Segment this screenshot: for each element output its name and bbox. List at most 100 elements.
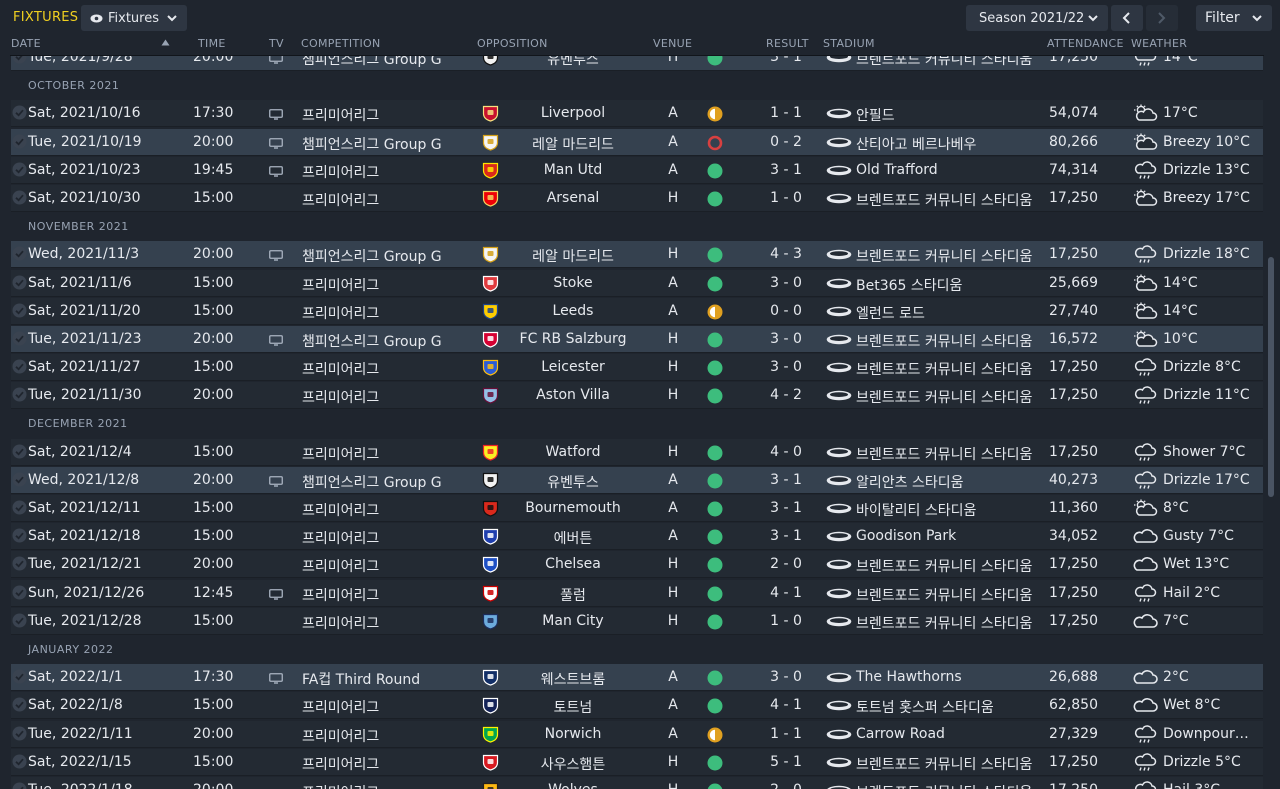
fixture-stadium[interactable]: 브렌트포드 커뮤니티 스타디움 [856,390,1033,407]
fixture-competition[interactable]: 프리미어리그 [302,756,380,773]
fixture-competition[interactable]: 챔피언스리그 Group G [302,56,442,68]
fixture-opposition[interactable]: Liverpool [540,105,606,122]
column-header-opposition[interactable]: OPPOSITION [477,37,548,50]
next-season-button[interactable] [1146,5,1178,31]
fixture-opposition[interactable]: 토트넘 [553,700,593,717]
fixture-competition[interactable]: 프리미어리그 [302,615,380,632]
fixture-stadium[interactable]: 안필드 [856,108,895,125]
fixture-result[interactable]: 2 - 0 [760,782,812,789]
fixture-opposition[interactable]: 풀럼 [560,587,586,604]
fixture-competition[interactable]: FA컵 Third Round [302,672,421,689]
fixture-stadium[interactable]: 바이탈리티 스타디움 [856,503,977,519]
fixture-opposition[interactable]: Stoke [553,274,593,291]
fixture-competition[interactable]: 챔피언스리그 Group G [302,474,442,491]
fixture-opposition[interactable]: 웨스트브롬 [540,672,606,689]
fixture-stadium[interactable]: 브렌트포드 커뮤니티 스타디움 [856,362,1033,379]
table-row[interactable]: Sat, 2021/10/16 17:30 프리미어리그 Liverpool A 1 - … [0,99,1266,128]
column-header-weather[interactable]: WEATHER [1131,37,1188,50]
fixture-competition[interactable]: 프리미어리그 [302,728,380,745]
fixture-competition[interactable]: 챔피언스리그 Group G [302,136,442,153]
fixture-stadium[interactable]: 브렌트포드 커뮤니티 스타디움 [856,756,1033,773]
table-row[interactable]: Sat, 2022/1/8 15:00 프리미어리그 토트넘 A 4 - 1 토트넘 홋스퍼… [0,691,1266,720]
fixture-result[interactable]: 3 - 0 [770,669,802,686]
scrollbar-thumb[interactable] [1268,257,1274,497]
fixture-stadium[interactable]: 토트넘 홋스퍼 스타디움 [856,700,994,717]
fixture-stadium[interactable]: Carrow Road [856,725,945,742]
fixture-result[interactable]: 0 - 2 [770,133,802,150]
fixture-competition[interactable]: 프리미어리그 [302,192,380,209]
fixture-result[interactable]: 1 - 1 [770,725,802,742]
fixture-stadium[interactable]: Goodison Park [856,528,957,545]
fixture-opposition[interactable]: Arsenal [546,189,600,206]
fixture-competition[interactable]: 챔피언스리그 Group G [302,249,442,266]
fixture-result[interactable]: 3 - 1 [770,500,802,516]
column-header-time[interactable]: TIME [198,37,226,50]
fixture-result[interactable]: 1 - 0 [770,612,802,629]
table-row[interactable]: Sat, 2021/10/23 19:45 프리미어리그 Man Utd A 3 - 1 O… [0,156,1266,184]
fixture-opposition[interactable]: 유벤투스 [547,56,599,68]
column-header-date[interactable]: DATE [11,37,41,50]
table-row[interactable]: Sat, 2021/11/20 15:00 프리미어리그 Leeds A 0 - 0 엘런드… [0,297,1266,325]
table-row[interactable]: Tue, 2022/1/18 20:00 프리미어리그 Wolves H 2 - 0 브렌트… [0,776,1266,789]
fixture-competition[interactable]: 프리미어리그 [302,503,380,519]
view-dropdown[interactable]: Fixtures [81,5,187,31]
fixture-opposition[interactable]: FC RB Salzburg [519,330,627,347]
column-header-result[interactable]: RESULT [766,37,809,50]
fixture-stadium[interactable]: 브렌트포드 커뮤니티 스타디움 [856,56,1033,68]
fixture-opposition[interactable]: Aston Villa [536,387,610,404]
fixture-stadium[interactable]: 브렌트포드 커뮤니티 스타디움 [856,192,1033,209]
table-row[interactable]: Sat, 2022/1/15 15:00 프리미어리그 사우스햄튼 H 5 - 1 브렌트포… [0,748,1266,776]
table-row[interactable]: Sat, 2021/12/11 15:00 프리미어리그 Bournemouth A 3 … [0,494,1266,522]
fixture-stadium[interactable]: 브렌트포드 커뮤니티 스타디움 [856,333,1033,350]
fixture-competition[interactable]: 프리미어리그 [302,164,380,181]
fixture-opposition[interactable]: 사우스햄튼 [540,756,606,773]
fixture-opposition[interactable]: Wolves [505,782,641,789]
fixture-result[interactable]: 4 - 2 [770,387,802,404]
fixture-opposition[interactable]: 유벤투스 [547,474,599,491]
fixture-stadium[interactable]: 브렌트포드 커뮤니티 스타디움 [856,559,1033,576]
fixture-result[interactable]: 3 - 1 [770,161,802,178]
season-dropdown[interactable]: Season 2021/22 [966,5,1108,31]
fixture-stadium[interactable]: 브렌트포드 커뮤니티 스타디움 [856,782,1032,789]
fixture-opposition[interactable]: Bournemouth [525,500,621,516]
fixture-result[interactable]: 1 - 1 [770,105,802,122]
table-row[interactable]: Tue, 2021/9/28 20:00 챔피언스리그 Group G 유벤투스 H 3 … [0,56,1266,71]
column-header-venue[interactable]: VENUE [653,37,693,50]
fixture-competition[interactable]: 프리미어리그 [302,587,380,604]
table-row[interactable]: Tue, 2021/11/23 20:00 챔피언스리그 Group G FC RB … [0,325,1266,353]
fixture-opposition[interactable]: 에버튼 [553,531,593,548]
fixture-opposition[interactable]: 레알 마드리드 [532,249,614,266]
fixture-opposition[interactable]: Man City [542,612,604,629]
fixture-stadium[interactable]: 알리안츠 스타디움 [856,474,964,491]
fixture-result[interactable]: 5 - 1 [770,753,802,770]
table-row[interactable]: Sun, 2021/12/26 12:45 프리미어리그 풀럼 H 4 - 1 브렌트포드 … [0,579,1266,607]
fixture-result[interactable]: 3 - 0 [770,330,802,347]
table-row[interactable]: Tue, 2021/10/19 20:00 챔피언스리그 Group G 레알 마드리… [0,128,1266,156]
column-header-attendance[interactable]: ATTENDANCE [1047,37,1124,50]
fixture-stadium[interactable]: The Hawthorns [856,669,962,686]
fixture-result[interactable]: 2 - 0 [770,556,802,573]
fixture-result[interactable]: 3 - 1 [770,471,802,488]
fixture-opposition[interactable]: Watford [545,443,601,460]
fixture-competition[interactable]: 프리미어리그 [302,305,380,322]
table-row[interactable]: Tue, 2021/11/30 20:00 프리미어리그 Aston Villa H 4 … [0,381,1266,410]
table-row[interactable]: Sat, 2021/12/4 15:00 프리미어리그 Watford H 4 - 0 브렌… [0,438,1266,466]
fixture-result[interactable]: 3 - 0 [770,274,802,291]
fixture-result[interactable]: 1 - 0 [770,189,802,206]
column-header-tv[interactable]: TV [269,37,284,50]
column-header-stadium[interactable]: STADIUM [823,37,875,50]
fixture-stadium[interactable]: 산티아고 베르나베우 [856,136,977,153]
fixture-competition[interactable]: 프리미어리그 [302,390,380,407]
fixture-result[interactable]: 3 - 1 [770,56,802,65]
fixture-competition[interactable]: 프리미어리그 [302,277,380,294]
fixture-stadium[interactable]: Bet365 스타디움 [856,277,963,294]
fixture-competition[interactable]: 프리미어리그 [302,531,380,548]
filter-button[interactable]: Filter [1196,5,1272,31]
fixture-stadium[interactable]: 엘런드 로드 [856,305,925,322]
fixture-competition[interactable]: 프리미어리그 [302,700,380,717]
fixture-stadium[interactable]: 브렌트포드 커뮤니티 스타디움 [856,249,1033,266]
fixture-result[interactable]: 4 - 1 [770,584,802,601]
table-row[interactable]: Tue, 2021/12/21 20:00 프리미어리그 Chelsea H 2 - 0 브… [0,550,1266,579]
fixture-competition[interactable]: 프리미어리그 [302,108,380,125]
table-row[interactable]: Wed, 2021/11/3 20:00 챔피언스리그 Group G 레알 마드리드… [0,240,1266,269]
